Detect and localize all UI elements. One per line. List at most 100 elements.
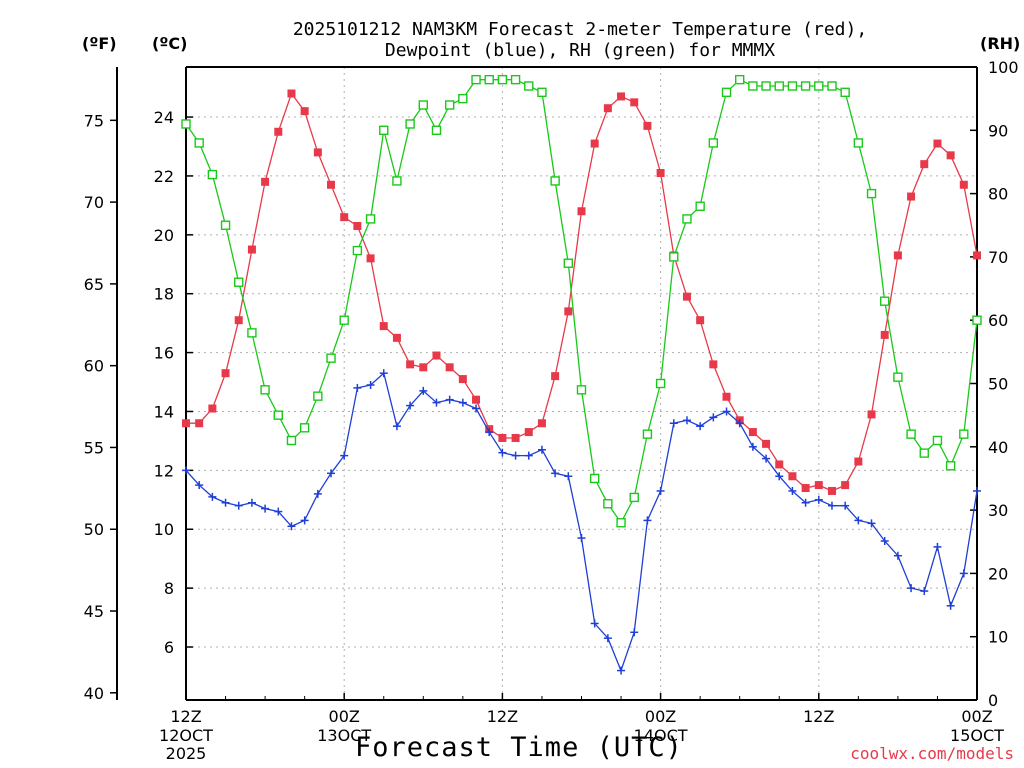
dewpoint-point — [195, 481, 204, 490]
dewpoint-point — [603, 634, 612, 643]
temperature-point — [630, 98, 639, 107]
temperature-point — [722, 392, 731, 401]
celsius-tick-label: 24 — [154, 108, 174, 127]
rh-point — [234, 277, 244, 287]
dewpoint-point — [313, 489, 322, 498]
temperature-point — [643, 121, 652, 130]
temperature-point — [709, 360, 718, 369]
rh-tick-label: 70 — [988, 248, 1008, 267]
rh-point — [576, 385, 587, 395]
dewpoint-point — [656, 486, 665, 495]
rh-point — [761, 81, 771, 91]
x-tick-label-time: 00Z — [329, 707, 360, 726]
fahrenheit-tick-label: 65 — [84, 275, 104, 294]
x-tick-label-date: 13OCT — [317, 726, 371, 745]
temperature-point — [841, 481, 850, 490]
dewpoint-point — [682, 416, 691, 425]
rh-point — [932, 435, 943, 446]
rh-point — [247, 328, 257, 338]
rh-tick-label: 100 — [988, 58, 1019, 77]
dewpoint-point — [340, 451, 349, 460]
rh-tick-label: 60 — [988, 311, 1008, 330]
rh-point — [510, 74, 521, 85]
rh-point — [392, 176, 402, 186]
dewpoint-point — [472, 404, 481, 413]
rh-point — [313, 391, 323, 401]
rh-point — [814, 81, 824, 91]
x-tick-label-time: 12Z — [170, 707, 201, 726]
rh-tick-label: 40 — [988, 438, 1008, 457]
dewpoint-point — [696, 422, 705, 431]
fahrenheit-tick-label: 45 — [84, 602, 104, 621]
fahrenheit-tick-label: 70 — [84, 193, 104, 212]
temperature-point — [880, 330, 889, 339]
dewpoint-point — [392, 422, 401, 431]
dewpoint-point — [880, 537, 889, 546]
dewpoint-point — [827, 501, 836, 510]
celsius-tick-label: 18 — [154, 285, 174, 304]
dewpoint-point — [709, 413, 718, 422]
rh-tick-label: 20 — [988, 564, 1008, 583]
temperature-point — [340, 213, 349, 222]
celsius-tick-label: 22 — [154, 167, 174, 186]
temperature-point — [564, 307, 573, 316]
dewpoint-point — [775, 472, 784, 481]
temperature-point — [195, 419, 204, 428]
rh-point — [735, 74, 745, 85]
rh-point — [906, 429, 916, 439]
dewpoint-point — [366, 380, 375, 389]
dewpoint-point — [234, 501, 243, 510]
dewpoint-point — [814, 495, 823, 504]
temperature-point — [379, 322, 388, 331]
rh-point — [524, 81, 534, 91]
temperature-point — [920, 160, 929, 169]
dewpoint-point — [590, 619, 599, 628]
dewpoint-point — [274, 507, 283, 516]
temperature-point — [537, 419, 546, 428]
dewpoint-point — [485, 428, 494, 437]
dewpoint-point — [511, 451, 520, 460]
fahrenheit-tick-label: 75 — [84, 111, 104, 130]
rh-point — [431, 125, 442, 136]
fahrenheit-tick-label: 50 — [84, 520, 104, 539]
temperature-point — [234, 316, 243, 325]
rh-point — [866, 188, 877, 199]
dewpoint-point — [247, 498, 256, 507]
rh-point — [537, 87, 547, 98]
rh-point — [721, 87, 732, 98]
temperature-point — [182, 419, 190, 428]
temperature-point — [617, 92, 626, 101]
dewpoint-point — [182, 466, 190, 475]
celsius-tick-label: 10 — [154, 520, 174, 539]
rh-point — [655, 378, 666, 389]
rh-point — [682, 214, 692, 224]
rh-point — [972, 315, 982, 325]
dewpoint-point — [867, 519, 876, 528]
temperature-point — [867, 410, 876, 419]
temperature-point — [247, 245, 256, 254]
rh-point — [642, 429, 653, 439]
temperature-point — [313, 148, 322, 157]
dewpoint-point — [327, 469, 336, 478]
rh-point — [603, 499, 613, 509]
x-tick-label-year: 2025 — [166, 744, 207, 763]
dewpoint-point — [432, 398, 441, 407]
temperature-point — [498, 433, 507, 442]
dewpoint-point — [406, 401, 415, 410]
rh-unit-label: (RH) — [980, 34, 1021, 53]
dewpoint-point — [643, 516, 652, 525]
temperature-point — [472, 395, 481, 404]
rh-point — [708, 138, 719, 148]
temperature-point — [696, 316, 705, 325]
credit-label: coolwx.com/models — [850, 744, 1014, 763]
celsius-tick-label: 6 — [164, 638, 174, 657]
rh-point — [629, 492, 639, 503]
temperature-point — [827, 486, 836, 495]
temperature-point — [959, 180, 968, 189]
rh-point — [418, 100, 428, 110]
celsius-tick-label: 12 — [154, 461, 174, 480]
x-tick-label-time: 12Z — [487, 707, 518, 726]
x-tick-label-date: 15OCT — [950, 726, 1004, 745]
temperature-point — [300, 107, 309, 116]
